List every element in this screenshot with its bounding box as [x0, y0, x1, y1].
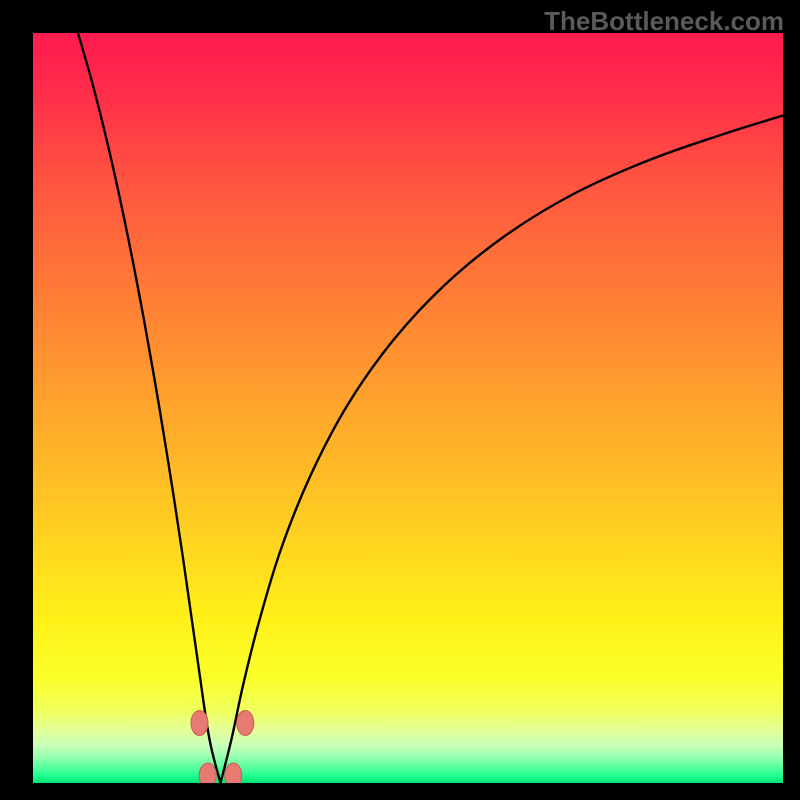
marker-2 [225, 763, 242, 783]
marker-1 [199, 763, 216, 783]
chart-container: TheBottleneck.com [0, 0, 800, 800]
plot-area [33, 33, 783, 783]
gradient-background [33, 33, 783, 783]
marker-3 [237, 711, 254, 736]
marker-0 [191, 711, 208, 736]
plot-svg [33, 33, 783, 783]
